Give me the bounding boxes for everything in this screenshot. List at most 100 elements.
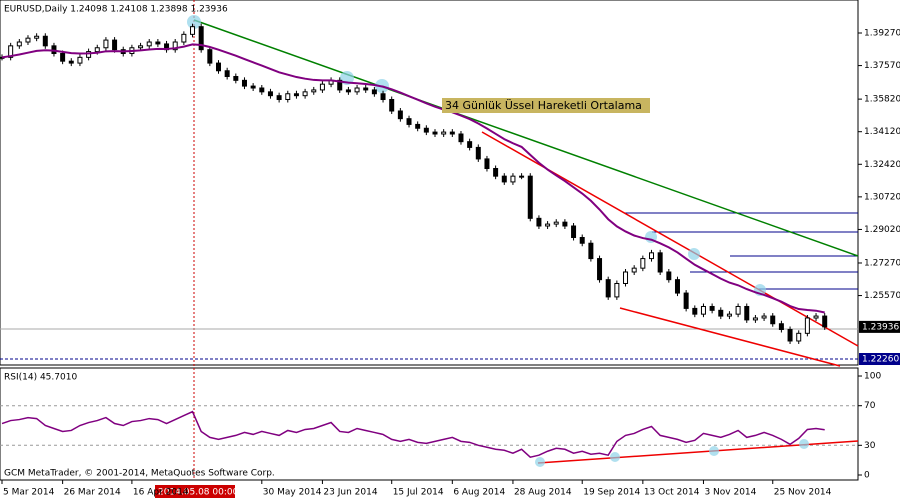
candle: [484, 158, 490, 169]
candle: [467, 141, 473, 148]
candle: [311, 89, 317, 93]
main-panel: [0, 0, 859, 366]
y-tick-label: 30: [864, 441, 876, 451]
candle: [146, 41, 152, 47]
x-tick-label: 19 Sep 2014: [583, 488, 640, 498]
candle: [406, 118, 412, 125]
price-marker-label: 1.22260: [862, 355, 899, 365]
candle: [250, 85, 256, 89]
candle: [640, 258, 646, 269]
candle: [822, 315, 828, 328]
price-marker-box: [859, 320, 900, 333]
candle: [34, 35, 40, 39]
candle: [441, 131, 447, 135]
candle: [207, 49, 213, 64]
crosshair-label: 2014.05.08 00:00: [158, 488, 239, 498]
candle: [804, 317, 810, 334]
marker: [535, 457, 545, 467]
crosshair-box: [155, 485, 235, 498]
candle: [761, 315, 767, 319]
candle: [605, 279, 611, 298]
annotation-box: [442, 98, 650, 113]
candle: [796, 332, 802, 342]
chart-title: EURUSD,Daily 1.24098 1.24108 1.23898 1.2…: [4, 5, 228, 15]
candle: [42, 35, 48, 47]
marker: [709, 446, 719, 456]
candle: [553, 221, 559, 225]
candle: [337, 79, 343, 91]
candle: [683, 292, 689, 309]
y-tick-label: 70: [864, 401, 876, 411]
candle: [68, 60, 74, 64]
candle: [770, 315, 776, 325]
x-tick-label: 15 Jul 2014: [393, 488, 444, 498]
candle: [692, 307, 698, 315]
candle: [371, 89, 377, 95]
x-tick-label: 25 Nov 2014: [774, 488, 832, 498]
marker: [799, 439, 809, 449]
candle: [709, 305, 715, 311]
candle: [224, 70, 230, 78]
candle: [345, 89, 351, 93]
candle: [198, 26, 204, 51]
candle: [666, 271, 672, 281]
x-tick-label: 5 Mar 2014: [3, 488, 55, 498]
candle: [293, 93, 299, 97]
candle: [588, 242, 594, 260]
rsi-title: RSI(14) 45.7010: [4, 373, 77, 383]
price-marker-box: [859, 353, 900, 366]
candle: [726, 313, 732, 317]
x-tick-label: 16 Apr 2014: [133, 488, 189, 498]
candle: [718, 309, 724, 317]
x-tick-label: 3 Nov 2014: [704, 488, 756, 498]
annotation: 34 Günlük Üssel Hareketli Ortalama: [445, 99, 642, 112]
y-tick-label: 1.34120: [864, 127, 900, 137]
x-tick-label: 23 Jun 2014: [323, 488, 377, 498]
candle: [112, 39, 118, 51]
candle: [623, 271, 629, 284]
candle: [267, 91, 273, 97]
rsi-panel: [0, 367, 859, 481]
trendline: [193, 19, 859, 257]
candle: [778, 323, 784, 330]
x-tick-label: 13 Oct 2014: [644, 488, 700, 498]
candle: [649, 252, 654, 260]
candle: [519, 175, 525, 178]
candle: [813, 315, 819, 319]
candle: [241, 79, 247, 87]
candle: [735, 305, 741, 315]
candle: [415, 123, 421, 129]
candle: [432, 131, 438, 135]
candle: [657, 252, 663, 273]
marker: [610, 452, 620, 462]
candle: [94, 47, 100, 53]
candle: [233, 76, 239, 81]
candle: [363, 87, 369, 91]
y-tick-label: 1.25570: [864, 291, 900, 301]
candle: [319, 83, 325, 91]
candle: [216, 62, 221, 72]
candle: [389, 99, 395, 112]
candle: [536, 217, 542, 227]
candle: [181, 33, 187, 43]
candle: [276, 95, 282, 101]
candle: [190, 26, 196, 35]
x-tick-label: 6 Aug 2014: [453, 488, 505, 498]
candle: [103, 39, 109, 49]
candle: [752, 317, 758, 321]
candle: [60, 53, 66, 62]
y-tick-label: 1.35820: [864, 95, 900, 105]
candle: [138, 45, 144, 49]
candle: [155, 41, 161, 45]
candle: [380, 93, 386, 101]
candle: [8, 45, 14, 58]
candle: [597, 258, 603, 281]
y-tick-label: 1.37570: [864, 61, 900, 71]
y-tick-label: 0: [864, 471, 870, 481]
ema-line: [1, 43, 825, 314]
candle: [787, 328, 793, 342]
marker: [688, 248, 700, 260]
y-tick-label: 1.39270: [864, 29, 900, 39]
candle: [449, 131, 455, 135]
candle: [510, 175, 516, 183]
